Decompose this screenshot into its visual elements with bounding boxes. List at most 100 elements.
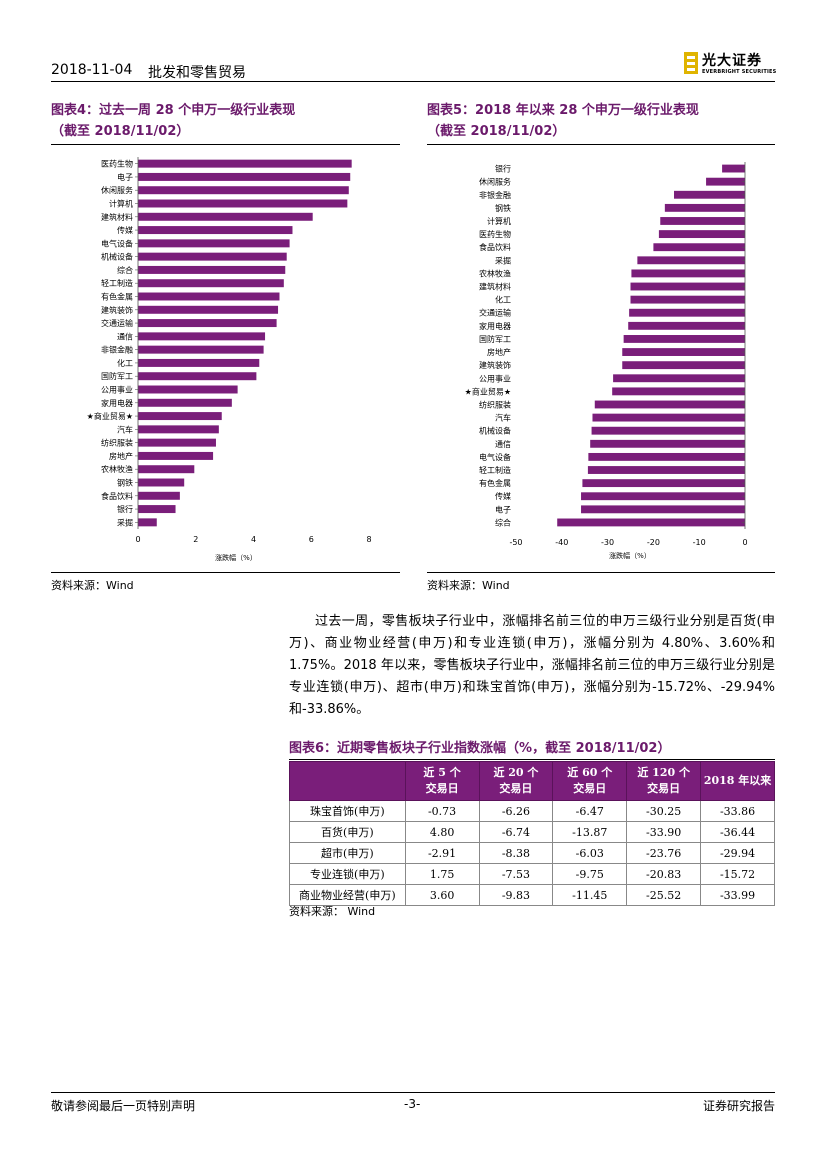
table6-header-row: 近 5 个交易日 近 20 个交易日 近 60 个交易日 近 120 个交易日 … xyxy=(289,761,775,801)
table-row: 超市(申万) -2.91 -8.38 -6.03 -23.76 -29.94 xyxy=(289,842,775,864)
figure4-bar xyxy=(138,345,264,354)
figure4-category-label: 电子 xyxy=(117,172,133,182)
figure4-category-label: 银行 xyxy=(117,504,133,514)
table6-header-cell xyxy=(289,761,406,801)
figure5-source: 资料来源：Wind xyxy=(427,579,510,592)
figure5-category-label: 钢铁 xyxy=(495,203,511,213)
figure5-x-tick-label: -10 xyxy=(693,538,706,547)
figure5-bar xyxy=(591,426,745,435)
figure4-category-label: 采掘 xyxy=(117,517,133,527)
figure5-category-label: 交通运输 xyxy=(479,308,511,318)
figure4-bar xyxy=(138,252,287,261)
figure4-category-label: 综合 xyxy=(117,265,133,275)
figure5-x-axis-label: 涨跌幅（%） xyxy=(609,551,651,560)
figure5-x-tick-label: -40 xyxy=(555,538,568,547)
figure4-bar xyxy=(138,412,222,421)
figure4-bar xyxy=(138,212,313,221)
figure4-bar xyxy=(138,358,260,367)
figure4-x-tick-label: 0 xyxy=(135,535,140,544)
figure5-x-tick-label: -30 xyxy=(601,538,614,547)
figure5-category-label: 食品饮料 xyxy=(479,242,511,252)
figure5-bar xyxy=(629,308,745,317)
table-cell: -6.03 xyxy=(552,842,628,864)
figure5-bar xyxy=(628,321,745,330)
figure5-category-label: 轻工制造 xyxy=(479,465,511,475)
figure5-title-line1: 图表5：2018 年以来 28 个申万一级行业表现 xyxy=(427,103,699,118)
figure5-category-label: 机械设备 xyxy=(479,426,511,436)
figure4-category-label: 传媒 xyxy=(117,225,133,235)
figure5-category-label: 家用电器 xyxy=(479,321,511,331)
figure5-category-label: 农林牧渔 xyxy=(479,268,511,278)
figure4-bar xyxy=(138,239,290,248)
figure4-x-tick-label: 6 xyxy=(309,535,314,544)
footer-report-type: 证券研究报告 xyxy=(703,1099,776,1113)
figure5-bar xyxy=(588,452,745,461)
figure5-bar xyxy=(630,295,745,304)
figure5-category-label: 建筑材料 xyxy=(479,282,511,292)
figure5-bar xyxy=(594,400,745,409)
figure5-category-label: 汽车 xyxy=(495,413,511,423)
table6-header-cell: 2018 年以来 xyxy=(700,761,775,801)
figure4-category-label: 机械设备 xyxy=(101,252,133,262)
body-paragraph: 过去一周，零售板块子行业中，涨幅排名前三位的申万三级行业分别是百货(申万)、商业… xyxy=(289,611,775,721)
table-cell: -25.52 xyxy=(626,884,702,906)
figure4-category-label: 公用事业 xyxy=(101,385,133,395)
logo-text-en: EVERBRIGHT SECURITIES xyxy=(702,69,777,75)
figure5-bar xyxy=(658,230,745,239)
table-cell: -0.73 xyxy=(404,800,480,822)
figure4-category-label: 休闲服务 xyxy=(101,185,133,195)
figure4-category-label: 计算机 xyxy=(109,199,133,209)
table-cell: 3.60 xyxy=(404,884,480,906)
figure5-chart: 银行休闲服务非银金融钢铁计算机医药生物食品饮料采掘农林牧渔建筑材料化工交通运输家… xyxy=(465,162,748,560)
figure5-bar xyxy=(622,348,745,356)
figure5-category-label: 综合 xyxy=(495,517,511,527)
figure5-bar xyxy=(622,361,745,370)
table6-top-rule xyxy=(289,759,775,760)
figure5-category-label: 银行 xyxy=(495,164,511,174)
figure5-bar xyxy=(706,177,745,186)
figure5-bar xyxy=(664,203,745,212)
figure5-category-label: 计算机 xyxy=(487,216,511,226)
figure4-bar xyxy=(138,159,352,168)
figure5-category-label: 建筑装饰 xyxy=(479,360,511,370)
figure5-bar xyxy=(581,505,745,514)
table-row: 百货(申万) 4.80 -6.74 -13.87 -33.90 -36.44 xyxy=(289,821,775,843)
figure4-category-label: 建筑材料 xyxy=(101,212,133,222)
figure4-bar xyxy=(138,265,286,274)
figure4-title-line1: 图表4：过去一周 28 个申万一级行业表现 xyxy=(51,103,296,118)
figure4-category-label: 交通运输 xyxy=(101,318,133,328)
figure4-bar xyxy=(138,292,280,301)
figure4-top-rule xyxy=(51,144,400,145)
figure5-category-label: 房地产 xyxy=(487,347,511,357)
figure4-category-label: 非银金融 xyxy=(101,345,133,355)
everbright-logo: 光大证券 EVERBRIGHT SECURITIES xyxy=(684,50,776,78)
figure4-category-label: 医药生物 xyxy=(101,159,133,169)
figure4-category-label: 食品饮料 xyxy=(101,491,133,501)
figure4-bar xyxy=(138,186,349,195)
figure5-x-tick-label: -50 xyxy=(509,538,522,547)
figure5-x-tick-label: 0 xyxy=(742,538,747,547)
figure5-bar xyxy=(623,335,745,343)
figure4-bar xyxy=(138,372,257,381)
footer-rule xyxy=(51,1092,775,1093)
table-cell: -33.86 xyxy=(700,800,775,822)
figure4-category-label: 通信 xyxy=(117,331,133,341)
figure4-bar xyxy=(138,491,180,500)
figure5-top-rule xyxy=(427,144,775,145)
table-cell: -9.75 xyxy=(552,863,628,885)
figure5-category-label: 电气设备 xyxy=(479,452,511,462)
logo-mark-icon xyxy=(684,52,698,74)
figure4-bar xyxy=(138,305,279,314)
table-cell: -33.90 xyxy=(626,821,702,843)
table6-title: 图表6：近期零售板块子行业指数涨幅（%，截至 2018/11/02） xyxy=(289,741,671,756)
figure5-category-label: 国防军工 xyxy=(479,334,511,344)
figure5-bar xyxy=(587,466,745,474)
figure4-bar xyxy=(138,332,266,341)
table6-source: 资料来源： Wind xyxy=(289,905,376,918)
figure5-category-label: ★商业贸易★ xyxy=(465,386,511,396)
figure4-bar xyxy=(138,478,185,487)
table-cell: -36.44 xyxy=(700,821,775,843)
figure5-bar xyxy=(590,439,745,448)
table-cell: 专业连锁(申万) xyxy=(289,863,406,885)
figure4-bar xyxy=(138,172,351,181)
